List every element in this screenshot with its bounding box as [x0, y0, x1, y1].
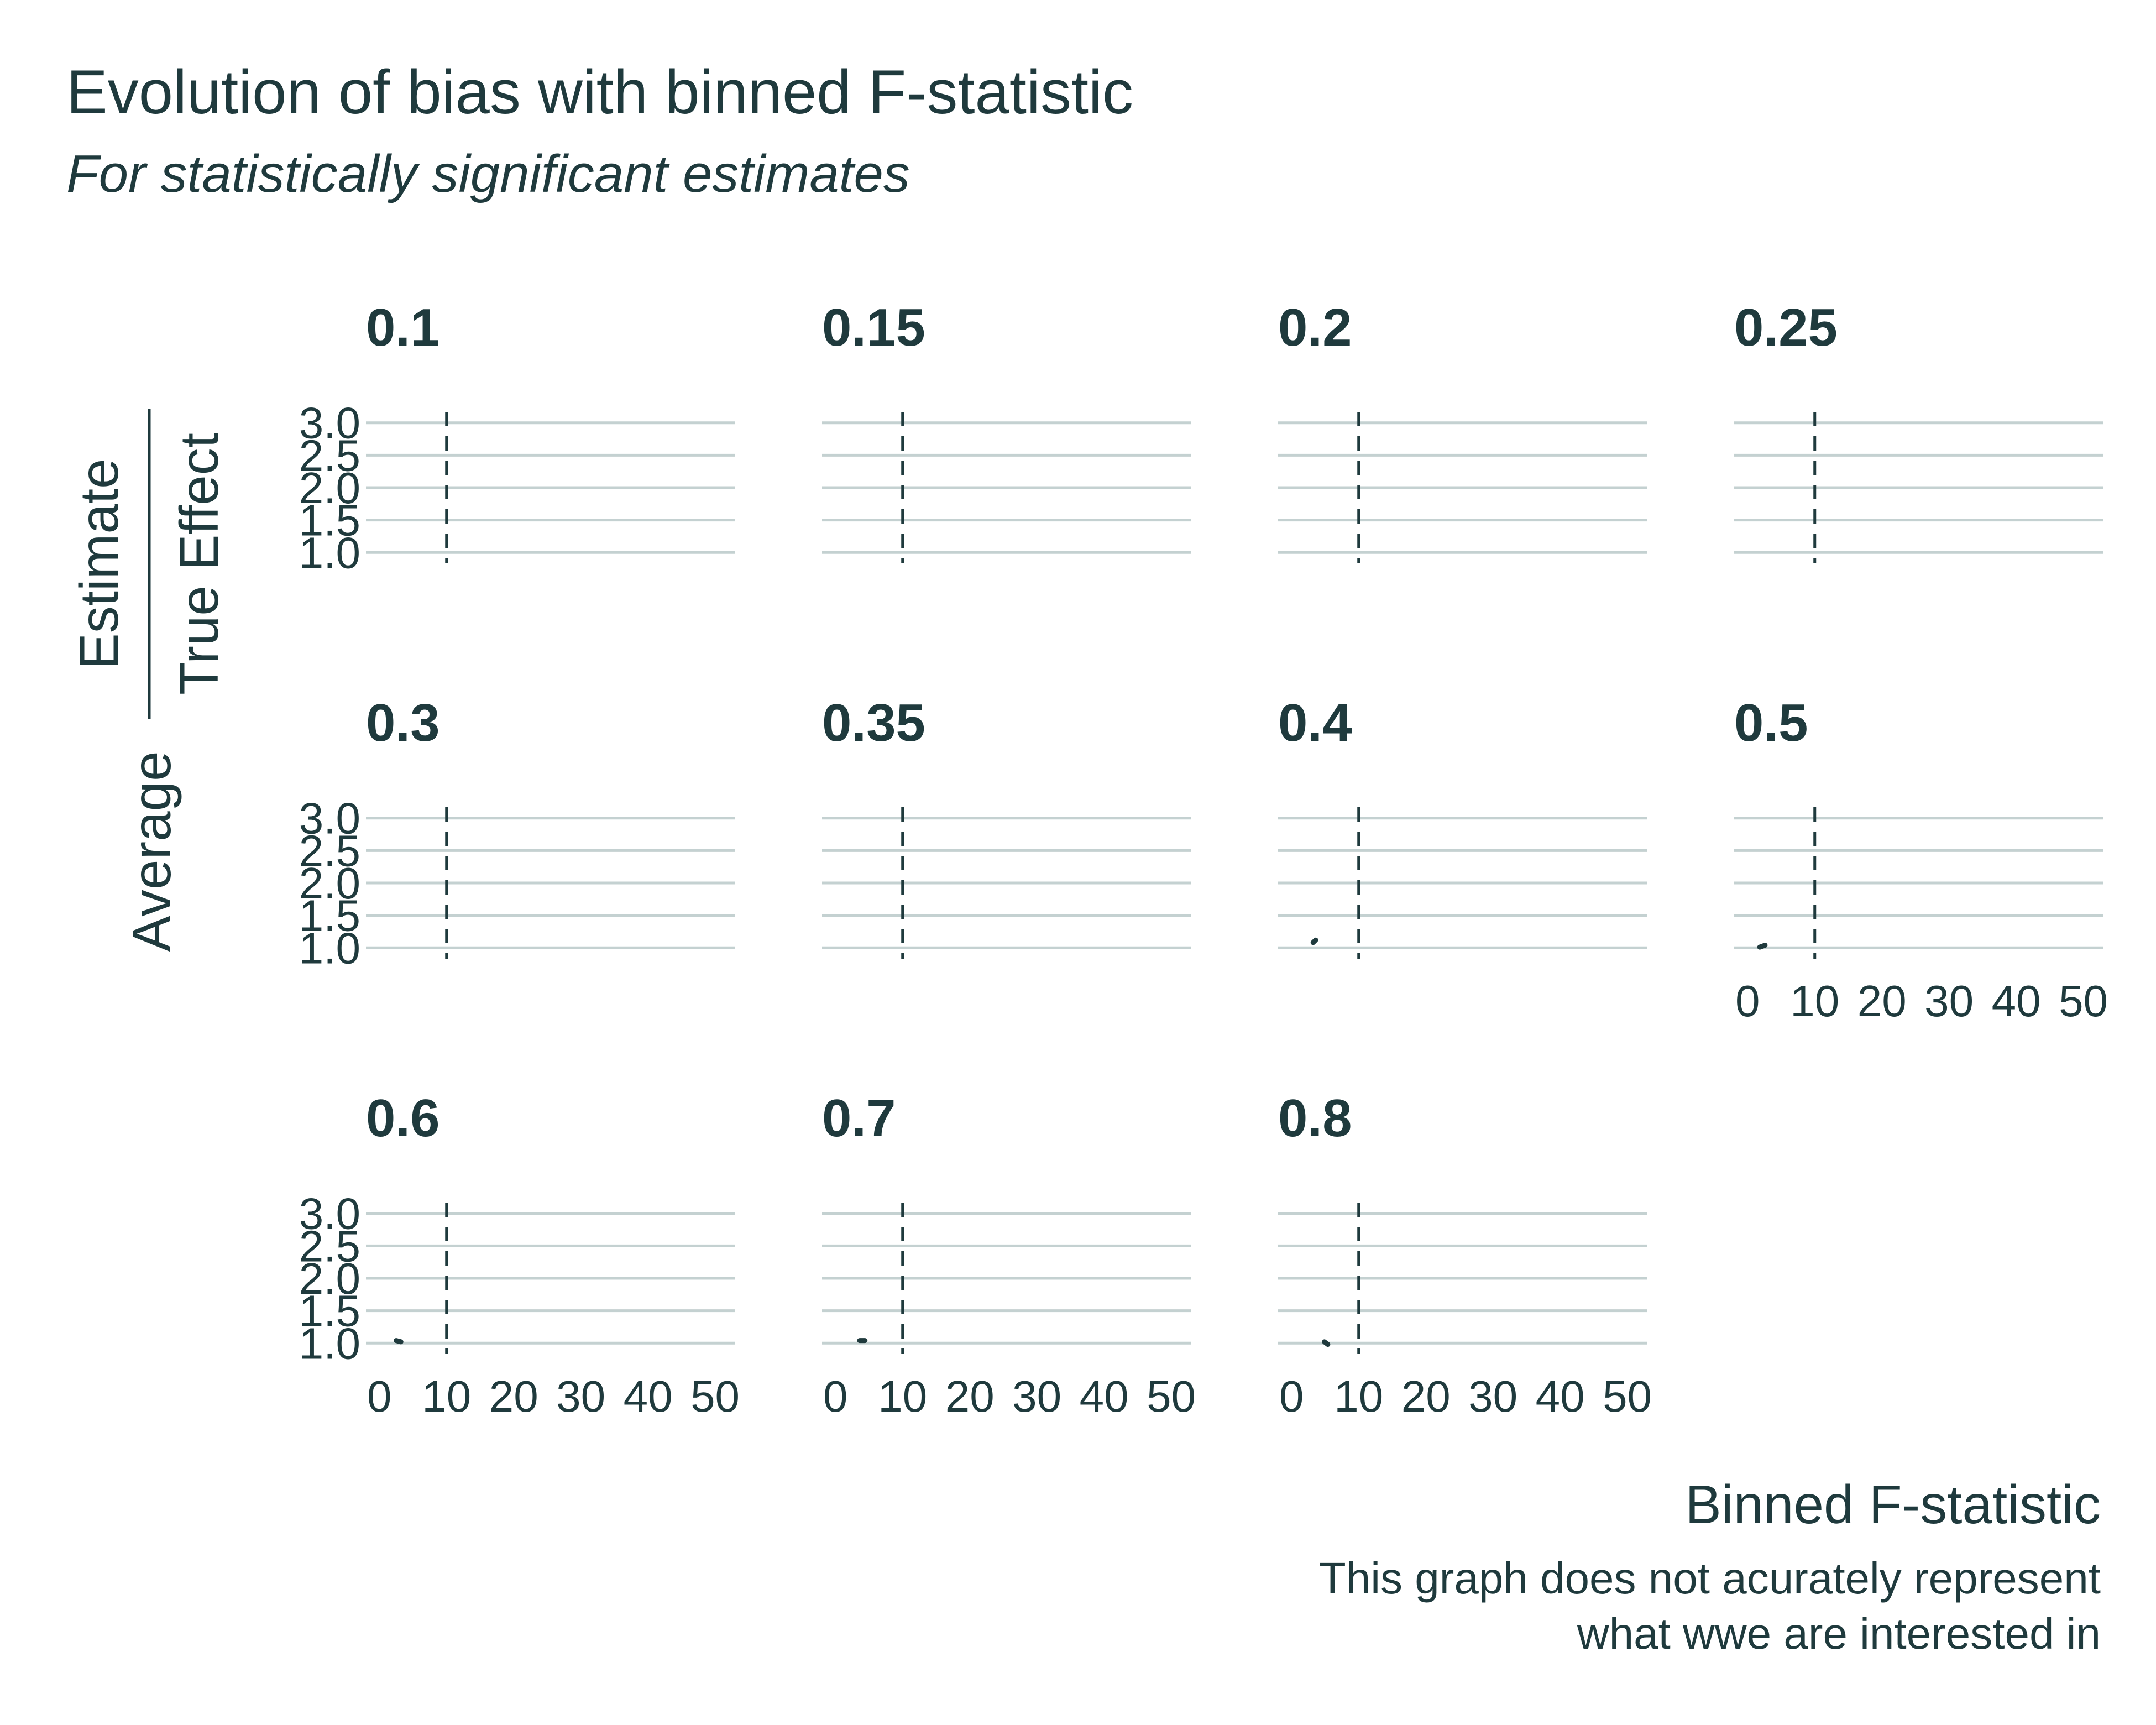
facet-panel: 0.5 0 10 20 30 40 50: [1734, 693, 2108, 1026]
facets-layer: 0.11.01.52.02.53.00.15 0.2 0.250.31.01.52.…: [299, 298, 2108, 1421]
x-tick-label: 0: [367, 1372, 392, 1421]
x-tick-label: 40: [1992, 976, 2041, 1026]
facet-panel: 0.6 1.01.52.02.53.0 0 10 20 30 40 50: [299, 1089, 740, 1421]
data-line: [1310, 937, 1318, 945]
facet-title: 0.2: [1278, 298, 1352, 357]
facet-title: 0.15: [822, 298, 925, 357]
x-tick-label: 20: [945, 1372, 995, 1421]
x-tick-label: 30: [556, 1372, 605, 1421]
y-tick-label: 1.0: [299, 528, 360, 577]
y-tick-label: 1.5: [299, 496, 360, 545]
chart-title: Evolution of bias with binned F-statisti…: [66, 58, 1133, 127]
x-axis-title: Binned F-statistic: [1685, 1474, 2101, 1535]
facet-panel: 0.15: [822, 298, 1191, 563]
facet-panel: 0.3 1.01.52.02.53.0: [299, 693, 735, 973]
facet-panel: 0.7 0 10 20 30 40 50: [822, 1089, 1196, 1421]
y-tick-label: 2.0: [299, 859, 360, 908]
x-tick-label: 20: [1857, 976, 1907, 1026]
facet-title: 0.6: [366, 1089, 439, 1148]
x-tick-label: 10: [878, 1372, 927, 1421]
facet-panel: 0.8 0 10 20 30 40 50: [1278, 1089, 1652, 1421]
y-tick-label: 3.0: [299, 794, 360, 843]
facet-panel: 0.1 1.01.52.02.53.0: [299, 298, 735, 577]
x-tick-label: 30: [1012, 1372, 1061, 1421]
x-tick-label: 50: [1603, 1372, 1652, 1421]
y-tick-label: 2.5: [299, 1221, 360, 1271]
x-tick-label: 40: [1536, 1372, 1585, 1421]
x-tick-label: 10: [1790, 976, 1839, 1026]
y-tick-label: 2.5: [299, 826, 360, 875]
x-tick-label: 0: [823, 1372, 848, 1421]
x-tick-label: 10: [422, 1372, 471, 1421]
data-line: [1757, 943, 1768, 950]
caption-line-2: what wwe are interested in: [1577, 1609, 2101, 1658]
y-tick-label: 2.5: [299, 431, 360, 480]
data-line: [394, 1338, 404, 1345]
x-tick-label: 30: [1468, 1372, 1517, 1421]
x-tick-label: 20: [489, 1372, 538, 1421]
y-tick-label: 2.0: [299, 463, 360, 513]
caption-line-1: This graph does not acurately represent: [1318, 1554, 2101, 1603]
y-axis-title-prefix: Average: [121, 751, 182, 952]
facet-panel: 0.4: [1278, 693, 1647, 959]
facet-title: 0.7: [822, 1089, 896, 1148]
x-tick-label: 40: [1080, 1372, 1129, 1421]
facet-panel: 0.25: [1734, 298, 2103, 563]
x-tick-label: 20: [1401, 1372, 1451, 1421]
y-tick-label: 1.5: [299, 1287, 360, 1336]
y-tick-label: 2.0: [299, 1254, 360, 1303]
y-axis-title-denominator: True Effect: [169, 433, 229, 695]
x-tick-label: 10: [1334, 1372, 1383, 1421]
x-tick-label: 0: [1735, 976, 1760, 1026]
facet-title: 0.4: [1278, 693, 1352, 752]
facet-panel: 0.2: [1278, 298, 1647, 563]
x-tick-label: 50: [690, 1372, 740, 1421]
facet-title: 0.25: [1734, 298, 1838, 357]
x-tick-label: 0: [1279, 1372, 1304, 1421]
y-tick-label: 3.0: [299, 399, 360, 448]
facet-title: 0.3: [366, 693, 439, 752]
x-tick-label: 40: [624, 1372, 673, 1421]
y-tick-label: 3.0: [299, 1189, 360, 1238]
chart-caption: This graph does not acurately represent …: [1319, 1551, 2101, 1661]
facet-title: 0.8: [1278, 1089, 1352, 1148]
chart-subtitle: For statistically significant estimates: [66, 144, 910, 203]
x-tick-label: 50: [2059, 976, 2108, 1026]
facet-panel: 0.35: [822, 693, 1191, 959]
y-tick-label: 1.5: [299, 891, 360, 940]
x-tick-label: 30: [1924, 976, 1974, 1026]
data-line: [1322, 1339, 1331, 1347]
y-axis-title-numerator: Estimate: [69, 458, 129, 669]
facet-title: 0.35: [822, 693, 925, 752]
facet-title: 0.1: [366, 298, 439, 357]
x-tick-label: 50: [1147, 1372, 1196, 1421]
y-tick-label: 1.0: [299, 923, 360, 973]
facet-title: 0.5: [1734, 693, 1808, 752]
y-tick-label: 1.0: [299, 1319, 360, 1368]
